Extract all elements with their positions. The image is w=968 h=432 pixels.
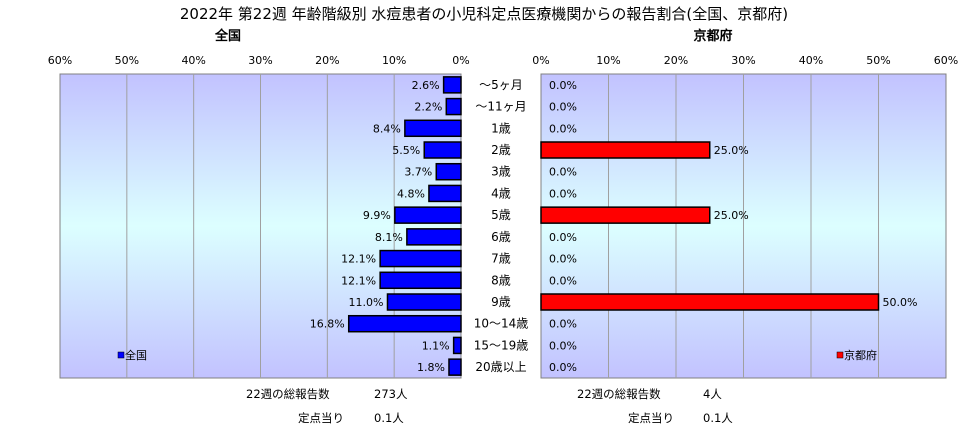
national-data-label: 1.1%: [422, 339, 450, 352]
right-x-tick-label: 10%: [596, 54, 620, 67]
left-x-tick-label: 50%: [115, 54, 139, 67]
category-label: ～11ヶ月: [475, 100, 526, 114]
left-x-tick-label: 60%: [48, 54, 72, 67]
left-x-tick-label: 30%: [248, 54, 272, 67]
kyoto-data-label: 0.0%: [549, 79, 577, 92]
national-bar: [448, 358, 462, 376]
national-bar: [452, 336, 462, 355]
national-bar: [445, 97, 462, 116]
national-bar: [379, 249, 462, 268]
category-label: 3歳: [491, 165, 511, 179]
kyoto-data-label: 0.0%: [549, 318, 577, 331]
national-data-label: 9.9%: [363, 209, 391, 222]
national-data-label: 1.8%: [417, 361, 445, 374]
kyoto-data-label: 0.0%: [549, 274, 577, 287]
category-label: 10～14歳: [474, 317, 529, 331]
national-bar: [428, 184, 462, 203]
right-total-value: 4人: [703, 387, 722, 401]
category-label: 1歳: [491, 121, 511, 135]
right-x-tick-label: 30%: [731, 54, 755, 67]
category-label: 8歳: [491, 273, 511, 287]
national-bar: [404, 119, 462, 138]
right-x-tick-label: 50%: [866, 54, 890, 67]
kyoto-data-label: 50.0%: [883, 296, 918, 309]
national-data-label: 3.7%: [404, 166, 432, 179]
national-data-label: 8.1%: [375, 231, 403, 244]
right-legend: 京都府: [836, 348, 877, 362]
national-bar: [394, 206, 462, 224]
national-data-label: 8.4%: [373, 122, 401, 135]
left-legend-label: 全国: [125, 348, 147, 362]
right-x-tick-label: 0%: [532, 54, 549, 67]
left-total-value: 273人: [374, 387, 408, 401]
left-footer: 22週の総報告数 273人 定点当り 0.1人: [246, 387, 408, 425]
right-x-tick-label: 40%: [799, 54, 823, 67]
kyoto-data-label: 25.0%: [714, 209, 749, 222]
national-bar: [386, 293, 462, 311]
chart-title: 2022年 第22週 年齢階級別 水痘患者の小児科定点医療機関からの報告割合(全…: [180, 5, 788, 23]
right-x-tick-label: 20%: [664, 54, 688, 67]
right-x-tick-label: 60%: [934, 54, 958, 67]
kyoto-data-label: 0.0%: [549, 339, 577, 352]
national-data-label: 2.6%: [412, 79, 440, 92]
right-per-label: 定点当り: [628, 411, 674, 425]
left-per-value: 0.1人: [374, 411, 404, 425]
national-data-label: 4.8%: [397, 187, 425, 200]
national-bar: [347, 314, 462, 333]
category-label: 7歳: [491, 252, 511, 266]
category-label: 2歳: [491, 143, 511, 157]
right-footer: 22週の総報告数 4人 定点当り 0.1人: [577, 387, 733, 425]
left-per-label: 定点当り: [298, 411, 344, 425]
kyoto-bar: [540, 141, 711, 159]
national-data-label: 12.1%: [341, 274, 376, 287]
national-bar: [442, 76, 462, 94]
left-legend-swatch: [117, 351, 125, 359]
category-label: 15～19歳: [474, 338, 529, 352]
left-x-tick-label: 10%: [382, 54, 406, 67]
category-label: 4歳: [491, 186, 511, 200]
kyoto-data-label: 0.0%: [549, 361, 577, 374]
kyoto-data-label: 0.0%: [549, 253, 577, 266]
right-legend-swatch: [836, 351, 844, 359]
left-panel-title: 全国: [214, 28, 241, 44]
right-total-label: 22週の総報告数: [577, 387, 661, 401]
kyoto-bar: [540, 293, 880, 311]
kyoto-data-label: 0.0%: [549, 166, 577, 179]
national-bar: [406, 228, 462, 246]
national-bar: [423, 141, 462, 159]
national-bar: [435, 162, 462, 181]
national-data-label: 2.2%: [414, 101, 442, 114]
category-label: ～5ヶ月: [479, 78, 523, 92]
right-legend-label: 京都府: [844, 348, 877, 362]
kyoto-data-label: 0.0%: [549, 231, 577, 244]
category-label: 5歳: [491, 208, 511, 222]
national-bar: [379, 271, 462, 290]
kyoto-data-label: 0.0%: [549, 187, 577, 200]
kyoto-data-label: 0.0%: [549, 101, 577, 114]
left-legend: 全国: [117, 348, 147, 362]
kyoto-data-label: 0.0%: [549, 122, 577, 135]
national-data-label: 16.8%: [310, 318, 345, 331]
left-total-label: 22週の総報告数: [246, 387, 330, 401]
category-label: 9歳: [491, 295, 511, 309]
kyoto-bar: [540, 206, 711, 224]
left-x-tick-label: 20%: [315, 54, 339, 67]
category-label: 20歳以上: [475, 360, 526, 374]
national-data-label: 11.0%: [349, 296, 384, 309]
national-data-label: 12.1%: [341, 253, 376, 266]
left-x-tick-label: 40%: [181, 54, 205, 67]
left-x-tick-label: 0%: [452, 54, 469, 67]
kyoto-data-label: 25.0%: [714, 144, 749, 157]
national-data-label: 5.5%: [392, 144, 420, 157]
right-panel-title: 京都府: [693, 28, 732, 44]
right-per-value: 0.1人: [703, 411, 733, 425]
category-label: 6歳: [491, 230, 511, 244]
